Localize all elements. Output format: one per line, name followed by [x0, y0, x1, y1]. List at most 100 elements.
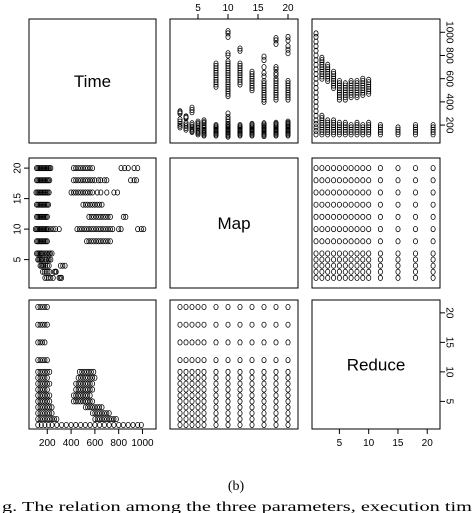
- point-time-vs-reduce: [325, 124, 331, 131]
- point-reduce-vs-map: [249, 321, 255, 328]
- point-reduce-vs-map: [201, 392, 207, 399]
- point-reduce-vs-map: [213, 386, 219, 393]
- point-map-vs-reduce: [336, 268, 342, 275]
- point-map-vs-time: [96, 226, 102, 233]
- point-time-vs-map: [249, 71, 255, 78]
- point-map-vs-time: [57, 262, 63, 269]
- point-reduce-vs-time: [35, 410, 41, 417]
- point-map-vs-reduce: [377, 213, 383, 220]
- point-time-vs-map: [261, 98, 267, 105]
- point-time-vs-reduce: [331, 119, 337, 126]
- point-reduce-vs-time: [35, 321, 41, 328]
- point-reduce-vs-time: [106, 421, 112, 428]
- point-time-vs-map: [225, 88, 231, 95]
- point-reduce-vs-time: [37, 368, 43, 375]
- point-map-vs-reduce: [319, 177, 325, 184]
- point-time-vs-reduce: [319, 117, 325, 124]
- point-map-vs-reduce: [342, 189, 348, 196]
- point-map-vs-reduce: [430, 189, 436, 196]
- point-reduce-vs-map: [237, 386, 243, 393]
- point-time-vs-map: [273, 87, 279, 94]
- point-time-vs-map: [261, 80, 267, 87]
- point-time-vs-map: [225, 52, 231, 59]
- point-map-vs-reduce: [354, 256, 360, 263]
- point-map-vs-reduce: [319, 226, 325, 233]
- point-map-vs-reduce: [366, 177, 372, 184]
- point-map-vs-reduce: [354, 213, 360, 220]
- point-reduce-vs-map: [237, 321, 243, 328]
- point-reduce-vs-map: [285, 392, 291, 399]
- point-reduce-vs-time: [75, 380, 81, 387]
- point-map-vs-time: [47, 250, 53, 257]
- point-time-vs-reduce: [430, 128, 436, 135]
- point-map-vs-time: [50, 226, 56, 233]
- point-map-vs-reduce: [395, 256, 401, 263]
- point-reduce-vs-map: [201, 398, 207, 405]
- point-time-vs-reduce: [430, 124, 436, 131]
- point-time-vs-map: [183, 113, 189, 120]
- point-map-vs-time: [86, 238, 92, 245]
- point-time-vs-reduce: [336, 131, 342, 138]
- point-map-vs-time: [40, 250, 46, 257]
- point-map-vs-reduce: [313, 177, 319, 184]
- point-time-vs-map: [237, 67, 243, 74]
- point-time-vs-map: [285, 50, 291, 57]
- point-reduce-vs-time: [78, 374, 84, 381]
- point-time-vs-map: [261, 73, 267, 80]
- point-reduce-vs-map: [195, 357, 201, 364]
- point-reduce-vs-map: [195, 421, 201, 428]
- point-time-vs-map: [249, 78, 255, 85]
- point-map-vs-time: [125, 165, 131, 172]
- point-time-vs-map: [285, 80, 291, 87]
- point-time-vs-reduce: [319, 71, 325, 78]
- left-axis-tick-label: 20: [13, 162, 24, 174]
- point-map-vs-reduce: [331, 250, 337, 257]
- point-map-vs-reduce: [342, 226, 348, 233]
- point-time-vs-reduce: [313, 43, 319, 50]
- point-map-vs-reduce: [360, 213, 366, 220]
- point-time-vs-reduce: [412, 131, 418, 138]
- point-map-vs-time: [75, 165, 81, 172]
- point-reduce-vs-time: [40, 339, 46, 346]
- point-reduce-vs-map: [195, 410, 201, 417]
- point-time-vs-reduce: [342, 124, 348, 131]
- point-time-vs-reduce: [319, 64, 325, 71]
- point-reduce-vs-time: [90, 398, 96, 405]
- point-reduce-vs-time: [78, 421, 84, 428]
- point-time-vs-reduce: [336, 85, 342, 92]
- point-map-vs-reduce: [342, 250, 348, 257]
- point-reduce-vs-map: [195, 416, 201, 423]
- point-map-vs-time: [53, 226, 59, 233]
- point-reduce-vs-time: [94, 410, 100, 417]
- point-time-vs-map: [225, 65, 231, 72]
- point-reduce-vs-map: [213, 398, 219, 405]
- point-reduce-vs-time: [85, 404, 91, 411]
- point-map-vs-time: [85, 177, 91, 184]
- point-reduce-vs-map: [261, 398, 267, 405]
- point-time-vs-map: [225, 116, 231, 123]
- point-map-vs-time: [68, 189, 74, 196]
- point-map-vs-reduce: [430, 274, 436, 281]
- point-time-vs-reduce: [395, 128, 401, 135]
- point-reduce-vs-map: [261, 303, 267, 310]
- point-time-vs-reduce: [331, 71, 337, 78]
- point-reduce-vs-map: [237, 410, 243, 417]
- point-time-vs-reduce: [319, 59, 325, 66]
- point-time-vs-reduce: [342, 119, 348, 126]
- point-reduce-vs-map: [195, 303, 201, 310]
- point-time-vs-map: [225, 74, 231, 81]
- point-time-vs-map: [285, 82, 291, 89]
- point-reduce-vs-time: [101, 421, 107, 428]
- point-map-vs-time: [133, 177, 139, 184]
- point-time-vs-map: [225, 120, 231, 127]
- point-time-vs-reduce: [342, 91, 348, 98]
- point-map-vs-time: [88, 226, 94, 233]
- point-time-vs-reduce: [331, 85, 337, 92]
- point-map-vs-reduce: [342, 213, 348, 220]
- point-reduce-vs-map: [237, 398, 243, 405]
- point-reduce-vs-time: [87, 398, 93, 405]
- point-time-vs-map: [273, 69, 279, 76]
- point-map-vs-reduce: [319, 213, 325, 220]
- point-time-vs-reduce: [348, 91, 354, 98]
- point-map-vs-time: [135, 165, 141, 172]
